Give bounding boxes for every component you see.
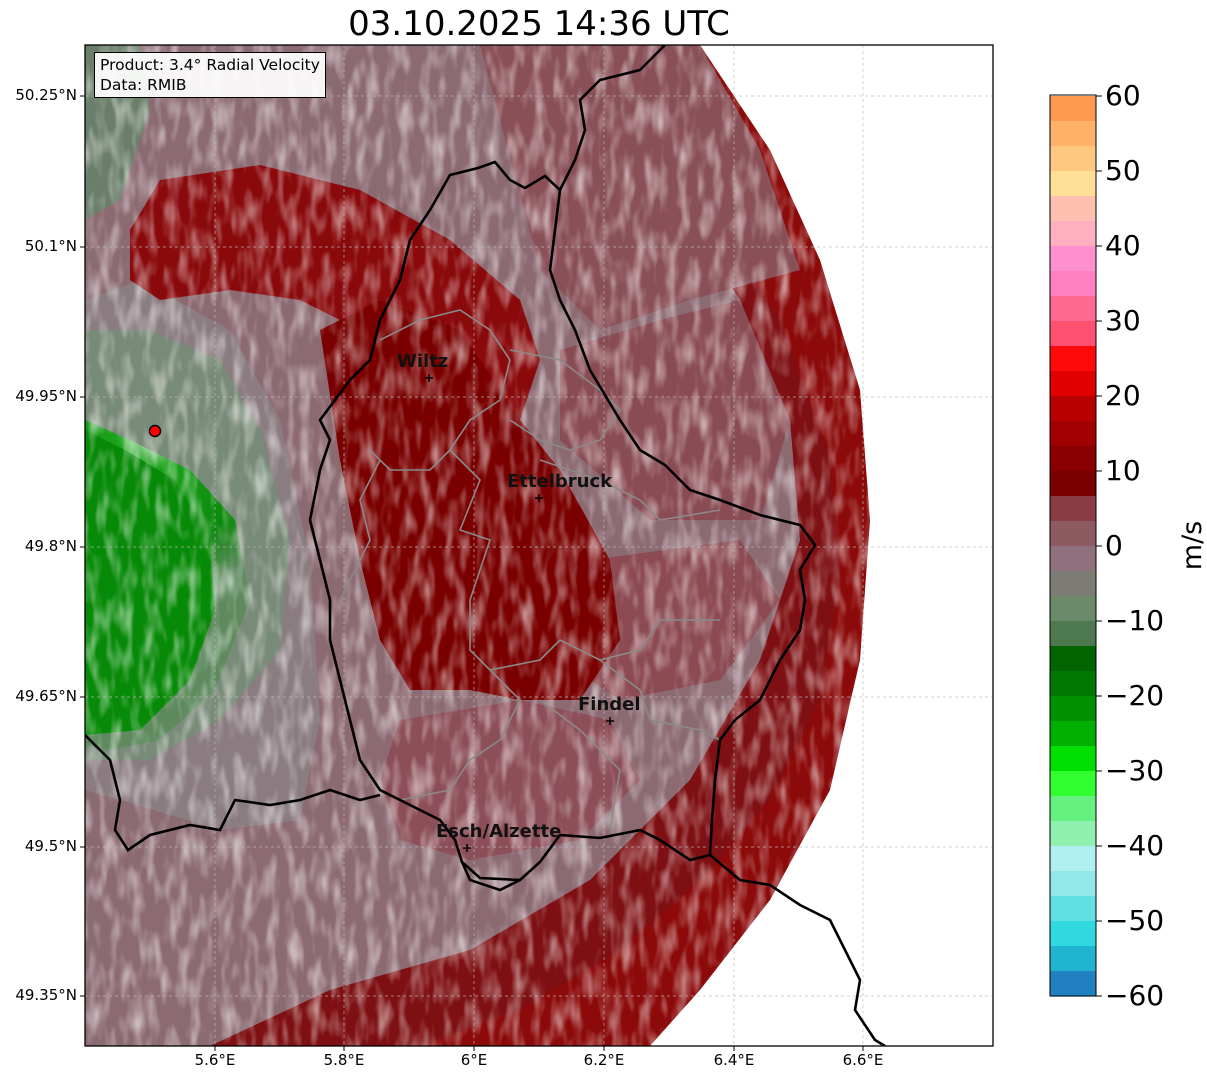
colorbar-tick-label: −30 [1105, 754, 1165, 787]
lat-tick-label: 49.35°N [15, 986, 77, 1004]
colorbar-unit-label: m/s [1177, 520, 1207, 571]
product-label: Product: 3.4° Radial Velocity [100, 56, 320, 74]
colorbar-tick-label: −40 [1105, 829, 1165, 862]
lon-tick-label: 6.2°E [583, 1051, 625, 1069]
colorbar-tick-label: 20 [1105, 379, 1141, 412]
city-label-esch-alzette: Esch/Alzette [436, 821, 562, 842]
colorbar-swatch [1050, 296, 1096, 322]
lon-tick-label: 6°E [460, 1051, 488, 1069]
colorbar-ticks [1096, 95, 1102, 997]
lat-tick-label: 49.5°N [24, 837, 77, 855]
lat-tick-label: 49.65°N [15, 687, 77, 705]
colorbar-swatch [1050, 896, 1096, 922]
colorbar-swatch [1050, 921, 1096, 947]
colorbar-swatch [1050, 521, 1096, 547]
colorbar-swatch [1050, 496, 1096, 522]
colorbar [1050, 96, 1096, 997]
city-label-findel: Findel [578, 694, 641, 715]
colorbar-tick-label: 30 [1105, 304, 1141, 337]
colorbar-swatch [1050, 571, 1096, 597]
colorbar-swatch [1050, 471, 1096, 497]
colorbar-tick-label: −10 [1105, 604, 1165, 637]
colorbar-tick-label: −20 [1105, 679, 1165, 712]
colorbar-tick-label: 60 [1105, 79, 1141, 112]
colorbar-tick-label: −60 [1105, 979, 1165, 1012]
canton-boundaries [339, 309, 721, 831]
colorbar-swatch [1050, 696, 1096, 722]
city-markers [425, 374, 614, 852]
colorbar-swatch [1050, 396, 1096, 422]
radar-station-marker [148, 424, 162, 438]
lat-tick-label: 50.1°N [24, 237, 77, 255]
colorbar-swatch [1050, 621, 1096, 647]
colorbar-swatch [1050, 371, 1096, 397]
product-info-box: Product: 3.4° Radial Velocity Data: RMIB [94, 52, 326, 98]
colorbar-swatch [1050, 96, 1096, 122]
colorbar-swatch [1050, 596, 1096, 622]
lat-tick-label: 50.25°N [15, 86, 77, 104]
colorbar-swatch [1050, 771, 1096, 797]
map-frame [84, 44, 994, 1047]
colorbar-swatch [1050, 646, 1096, 672]
lon-tick-label: 6.4°E [713, 1051, 755, 1069]
colorbar-swatch [1050, 196, 1096, 222]
colorbar-swatch [1050, 246, 1096, 272]
country-borders [85, 45, 886, 1046]
colorbar-tick-label: 40 [1105, 229, 1141, 262]
colorbar-swatch [1050, 121, 1096, 147]
colorbar-swatch [1050, 321, 1096, 347]
colorbar-swatch [1050, 146, 1096, 172]
lat-tick-label: 49.8°N [24, 537, 77, 555]
lat-tick-label: 49.95°N [15, 387, 77, 405]
lon-tick-label: 6.6°E [842, 1051, 884, 1069]
colorbar-swatch [1050, 346, 1096, 372]
colorbar-swatch [1050, 846, 1096, 872]
city-label-wiltz: Wiltz [397, 351, 449, 372]
colorbar-swatch [1050, 221, 1096, 247]
colorbar-swatch [1050, 546, 1096, 572]
colorbar-swatch [1050, 821, 1096, 847]
lon-tick-label: 5.8°E [323, 1051, 365, 1069]
city-label-ettelbruck: Ettelbruck [507, 471, 613, 492]
data-source-label: Data: RMIB [100, 76, 187, 94]
colorbar-swatch [1050, 971, 1096, 997]
colorbar-swatch [1050, 671, 1096, 697]
axis-ticks [80, 95, 864, 1051]
colorbar-tick-label: 50 [1105, 154, 1141, 187]
colorbar-tick-label: 10 [1105, 454, 1141, 487]
colorbar-swatch [1050, 796, 1096, 822]
radar-velocity-field [85, 45, 993, 1046]
colorbar-swatch [1050, 746, 1096, 772]
colorbar-swatch [1050, 946, 1096, 972]
colorbar-swatch [1050, 446, 1096, 472]
colorbar-swatch [1050, 171, 1096, 197]
colorbar-swatch [1050, 721, 1096, 747]
colorbar-tick-label: 0 [1105, 529, 1123, 562]
colorbar-swatch [1050, 871, 1096, 897]
map-title: 03.10.2025 14:36 UTC [348, 4, 730, 44]
lon-tick-label: 5.6°E [194, 1051, 236, 1069]
colorbar-tick-label: −50 [1105, 904, 1165, 937]
colorbar-swatch [1050, 421, 1096, 447]
colorbar-swatch [1050, 271, 1096, 297]
